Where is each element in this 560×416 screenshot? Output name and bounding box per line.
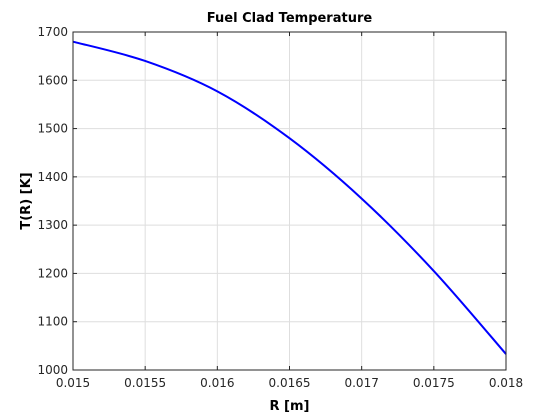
grid-lines [72, 31, 507, 371]
x-tick-label: 0.016 [200, 376, 234, 390]
x-tick-label: 0.0175 [413, 376, 455, 390]
y-tick-label: 1700 [37, 25, 68, 39]
y-tick-label: 1300 [37, 218, 68, 232]
y-axis-label: T(R) [K] [19, 172, 34, 229]
y-tick-label: 1500 [37, 122, 68, 136]
chart-title: Fuel Clad Temperature [207, 11, 373, 26]
x-tick-label: 0.017 [344, 376, 378, 390]
y-tick-label: 1400 [37, 170, 68, 184]
y-tick-label: 1000 [37, 363, 68, 377]
x-tick-label: 0.0155 [124, 376, 166, 390]
x-axis-label: R [m] [270, 399, 310, 414]
y-tick-label: 1100 [37, 315, 68, 329]
x-tick-label: 0.018 [489, 376, 523, 390]
ticks: 0.015 0.0155 0.016 0.0165 0.017 0.0175 0.018 10… [37, 25, 523, 390]
y-tick-label: 1600 [37, 73, 68, 87]
x-tick-label: 0.0165 [269, 376, 311, 390]
y-tick-label: 1200 [37, 266, 68, 280]
x-tick-label: 0.015 [56, 376, 90, 390]
temperature-series-line [72, 40, 507, 355]
series-layer [72, 40, 507, 355]
